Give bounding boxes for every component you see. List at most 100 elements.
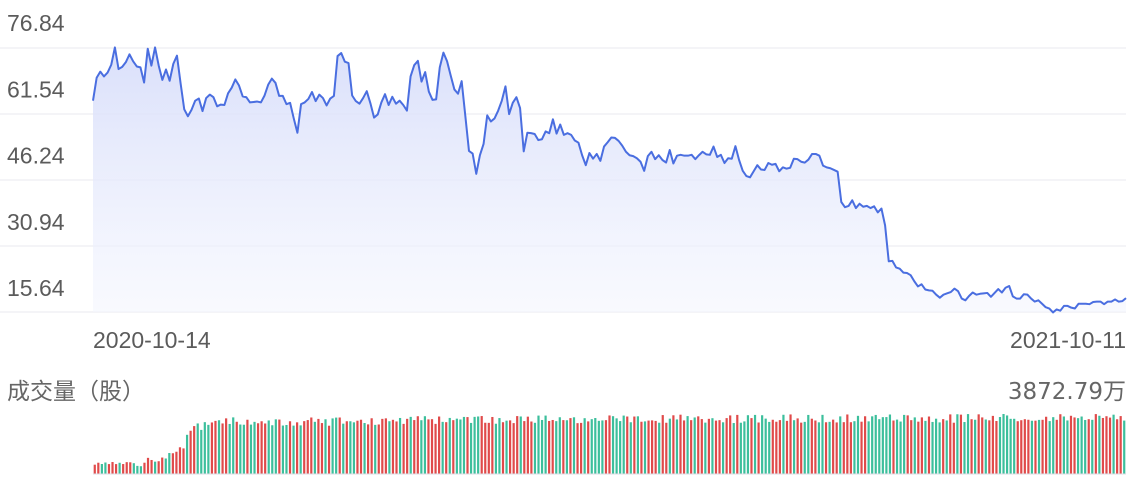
volume-bar bbox=[260, 421, 263, 474]
volume-bar bbox=[189, 430, 192, 474]
volume-bar bbox=[867, 421, 870, 474]
volume-bar bbox=[690, 420, 693, 474]
volume-bar bbox=[544, 415, 547, 474]
volume-bar bbox=[849, 422, 852, 474]
volume-bar bbox=[651, 420, 654, 474]
volume-bar bbox=[292, 425, 295, 474]
volume-bar bbox=[984, 419, 987, 474]
volume-bar bbox=[381, 418, 384, 474]
volume-bar bbox=[100, 464, 103, 474]
volume-bar bbox=[1101, 417, 1105, 474]
volume-bar bbox=[107, 464, 111, 474]
volume-bar bbox=[800, 422, 803, 474]
volume-bar bbox=[505, 420, 508, 474]
volume-bar bbox=[150, 459, 153, 474]
volume-bar bbox=[725, 418, 728, 474]
volume-bar bbox=[445, 422, 448, 474]
volume-bar bbox=[530, 421, 533, 474]
volume-bar bbox=[1080, 416, 1083, 474]
volume-title: 成交量（股） bbox=[7, 379, 145, 405]
volume-bar bbox=[185, 434, 189, 474]
x-label-start: 2020-10-14 bbox=[93, 327, 211, 353]
volume-bar bbox=[580, 422, 583, 474]
volume-bar bbox=[615, 418, 618, 474]
volume-bar bbox=[420, 420, 423, 474]
volume-bar bbox=[1005, 415, 1009, 474]
volume-bar bbox=[1119, 416, 1122, 474]
volume-bar bbox=[1116, 419, 1119, 474]
volume-bar bbox=[942, 419, 945, 474]
volume-bar bbox=[629, 422, 632, 474]
volume-bar bbox=[356, 420, 359, 474]
volume-bar bbox=[892, 420, 895, 474]
volume-bar bbox=[778, 420, 781, 474]
volume-bar bbox=[821, 414, 824, 474]
volume-bar bbox=[338, 417, 341, 474]
volume-bar bbox=[331, 418, 334, 474]
volume-bar bbox=[622, 415, 625, 474]
volume-bar bbox=[363, 423, 366, 474]
volume-bar bbox=[988, 420, 991, 474]
volume-bar bbox=[913, 417, 916, 474]
volume-bar bbox=[143, 462, 146, 474]
volume-bar bbox=[594, 418, 597, 474]
volume-bar bbox=[512, 423, 515, 474]
y-tick-label: 46.24 bbox=[7, 143, 65, 169]
volume-bar bbox=[718, 420, 721, 474]
volume-bar bbox=[516, 416, 519, 474]
volume-bar bbox=[434, 423, 437, 474]
volume-bar bbox=[537, 415, 540, 474]
volume-bar bbox=[604, 420, 608, 474]
volume-bar bbox=[782, 414, 785, 474]
volume-bar bbox=[1108, 417, 1112, 474]
volume-bar bbox=[1098, 415, 1101, 474]
volume-bar bbox=[562, 420, 565, 474]
volume-bar bbox=[856, 415, 860, 474]
volume-bar bbox=[395, 421, 398, 474]
volume-bar bbox=[509, 420, 512, 474]
volume-bar bbox=[700, 419, 703, 474]
volume-bar bbox=[299, 425, 302, 474]
volume-bar bbox=[523, 421, 526, 474]
volume-bar bbox=[122, 464, 125, 474]
volume-bar bbox=[271, 425, 274, 474]
volume-bar bbox=[597, 420, 600, 474]
volume-bar bbox=[796, 418, 799, 474]
volume-bar bbox=[498, 418, 501, 474]
volume-bar bbox=[729, 415, 732, 474]
volume-bar bbox=[519, 416, 522, 474]
volume-bar bbox=[1002, 414, 1005, 474]
volume-bar bbox=[548, 420, 551, 474]
volume-bar bbox=[1041, 419, 1044, 474]
volume-bar bbox=[477, 416, 480, 474]
volume-bar bbox=[448, 417, 451, 474]
volume-bar bbox=[146, 457, 150, 474]
volume-bar bbox=[931, 421, 934, 474]
volume-bar bbox=[1123, 420, 1126, 474]
volume-bar bbox=[1009, 418, 1012, 474]
price-area bbox=[93, 47, 1126, 313]
volume-bar bbox=[441, 421, 444, 474]
volume-bar bbox=[398, 417, 402, 474]
volume-bar bbox=[367, 424, 370, 474]
volume-bar bbox=[619, 421, 622, 474]
volume-bar bbox=[768, 421, 771, 474]
volume-bar bbox=[225, 418, 228, 474]
volume-bar bbox=[1045, 416, 1048, 474]
volume-bar bbox=[377, 424, 380, 474]
volume-bar bbox=[1059, 414, 1062, 474]
volume-bar bbox=[895, 419, 899, 474]
volume-bar bbox=[1112, 414, 1115, 474]
volume-bar bbox=[430, 419, 434, 474]
volume-bar bbox=[761, 415, 764, 474]
volume-bar bbox=[551, 419, 554, 474]
volume-bar bbox=[217, 420, 221, 474]
volume-bar bbox=[572, 417, 576, 474]
volume-bar bbox=[863, 416, 867, 474]
volume-bar bbox=[871, 416, 874, 474]
volume-bar bbox=[253, 421, 256, 474]
volume-bar bbox=[200, 429, 203, 474]
volume-bar bbox=[370, 418, 373, 474]
volume-bar bbox=[1069, 415, 1073, 474]
volume-bar bbox=[938, 422, 941, 474]
